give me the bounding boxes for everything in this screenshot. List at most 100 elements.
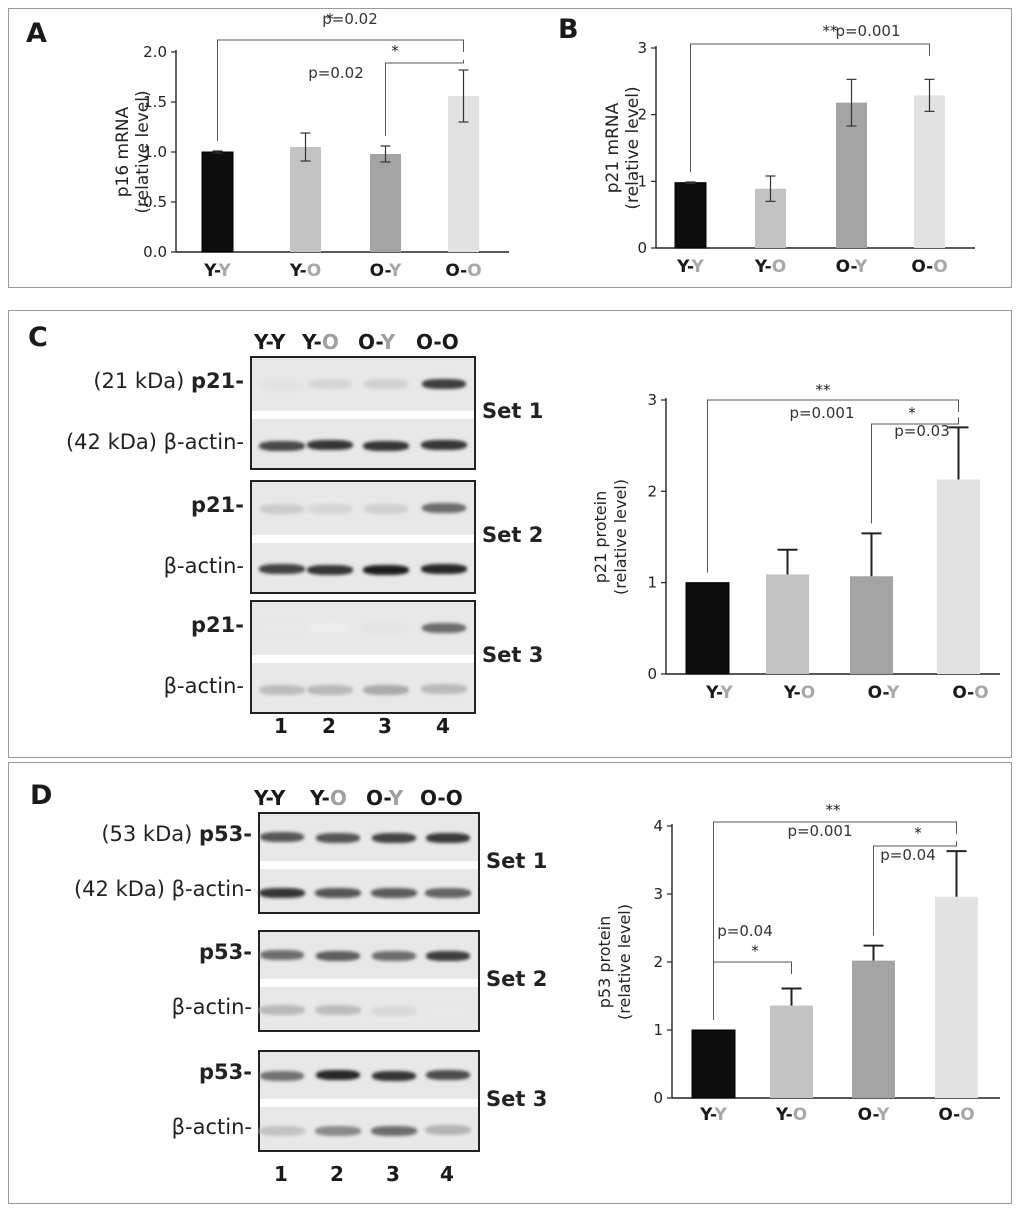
y-axis-label-units: (relative level) (611, 479, 630, 595)
y-tick-label: 2.0 (143, 43, 167, 61)
group-second-letter: Y (876, 1105, 890, 1125)
significance-stars-1: * (326, 10, 334, 28)
panel-label-b: B (558, 14, 579, 45)
x-tick-label-4: O-O (445, 261, 481, 281)
actin-band-4 (425, 1125, 471, 1136)
target-band-3 (364, 622, 408, 633)
y-axis-label: p16 mRNA (113, 106, 133, 197)
group-second-letter: Y (388, 261, 402, 281)
target-name: p53- (199, 821, 252, 846)
y-tick-label: 3 (653, 885, 663, 903)
y-axis-label: p53 protein (595, 916, 614, 1008)
lane-number-4: 4 (440, 1162, 454, 1186)
y-tick-label: 0.0 (143, 243, 167, 261)
lane-number-3: 3 (386, 1162, 400, 1186)
significance-stars-1: ** (823, 22, 839, 40)
target-strip (260, 932, 478, 979)
group-second-letter: O (801, 683, 815, 703)
y-axis-label-units: (relative level) (623, 86, 643, 209)
significance-bracket-1 (690, 43, 930, 172)
actin-band-1 (259, 441, 305, 452)
panel-c-frame (8, 310, 1012, 758)
target-band-4 (426, 832, 470, 843)
bar-3 (850, 576, 893, 674)
target-band-1 (260, 379, 304, 390)
y-tick-label: 0 (637, 239, 647, 257)
target-kda: (53 kDa) (101, 821, 200, 846)
bar-2 (766, 574, 809, 674)
y-axis-label: p21 mRNA (603, 102, 623, 193)
target-band-3 (372, 1071, 416, 1082)
significance-stars-2: * (908, 404, 916, 422)
target-band-1 (260, 504, 304, 515)
set-label-2: Set 2 (482, 523, 544, 547)
actin-strip (252, 663, 474, 712)
lane-header-4: O-O (416, 330, 459, 354)
actin-band-4 (425, 1004, 471, 1015)
lane-header-3: O-Y (358, 330, 396, 354)
y-axis-label: p21 protein (591, 491, 610, 583)
target-name: p21- (191, 612, 244, 637)
set-label-2: Set 2 (486, 967, 548, 991)
lane-header-4: O-O (420, 786, 463, 810)
y-tick-label: 1.5 (143, 93, 167, 111)
set-label-3: Set 3 (482, 643, 544, 667)
actin-label-3: β-actin- (171, 1114, 252, 1139)
actin-band-3 (363, 564, 409, 575)
actin-band-3 (371, 1006, 417, 1017)
target-band-4 (422, 622, 466, 633)
actin-strip (259, 987, 478, 1030)
group-first-letter: O- (445, 261, 467, 281)
target-band-2 (308, 623, 352, 633)
group-second-letter: Y (218, 261, 232, 281)
x-tick-label-2: Y-O (783, 683, 815, 703)
x-tick-label-3: O-Y (858, 1105, 890, 1125)
lane-number-3: 3 (378, 714, 392, 738)
bar-3 (836, 102, 867, 249)
lane-header-2: Y-O (302, 330, 339, 354)
group-first-letter: O- (836, 257, 858, 277)
target-band-1 (260, 831, 304, 842)
target-band-3 (364, 378, 408, 389)
target-label-3: p21- (191, 613, 244, 637)
significance-stars-1: ** (816, 381, 832, 399)
actin-label-1: (42 kDa) β-actin- (65, 429, 244, 454)
actin-strip (259, 1107, 478, 1150)
bar-4 (935, 896, 978, 1098)
actin-band-4 (425, 887, 471, 898)
x-tick-label-1: Y-Y (699, 1105, 727, 1125)
actin-label-3: β-actin- (163, 673, 244, 698)
bar-1 (674, 182, 707, 249)
group-second-letter: O (467, 261, 481, 281)
set-label-1: Set 1 (486, 849, 548, 873)
y-tick-label: 1 (653, 1021, 663, 1039)
target-strip (260, 814, 478, 861)
set-label-1: Set 1 (482, 399, 544, 423)
lane-number-1: 1 (274, 714, 288, 738)
actin-band-2 (315, 1126, 361, 1137)
panel-label-a: A (26, 18, 47, 49)
target-label-1: (21 kDa) p21- (93, 369, 244, 393)
target-strip (252, 602, 474, 655)
y-axis-label-units: (relative level) (133, 90, 153, 213)
bar-1 (685, 582, 730, 675)
bar-2 (770, 1005, 813, 1098)
blot-set-2 (258, 930, 480, 1032)
group-second-letter: O (772, 257, 786, 277)
p-value-1: p=0.02 (322, 10, 378, 28)
significance-stars-2: * (914, 824, 922, 842)
group-first-letter: Y- (676, 257, 694, 277)
target-band-4 (422, 378, 466, 389)
target-kda: (21 kDa) (93, 368, 192, 393)
x-tick-label-4: O-O (911, 257, 947, 277)
target-band-2 (308, 379, 352, 390)
group-second-letter: Y (691, 257, 705, 277)
chart-a-p16-mrna: 0.0 0.5 1.0 1.5 2.0 p16 mRNA (relative level) Y… (113, 10, 509, 281)
target-band-4 (422, 503, 466, 514)
group-first-letter: Y- (783, 683, 801, 703)
blot-set-3 (258, 1050, 480, 1152)
lane-header-2: Y-O (310, 786, 347, 810)
y-tick-label: 3 (637, 39, 647, 57)
